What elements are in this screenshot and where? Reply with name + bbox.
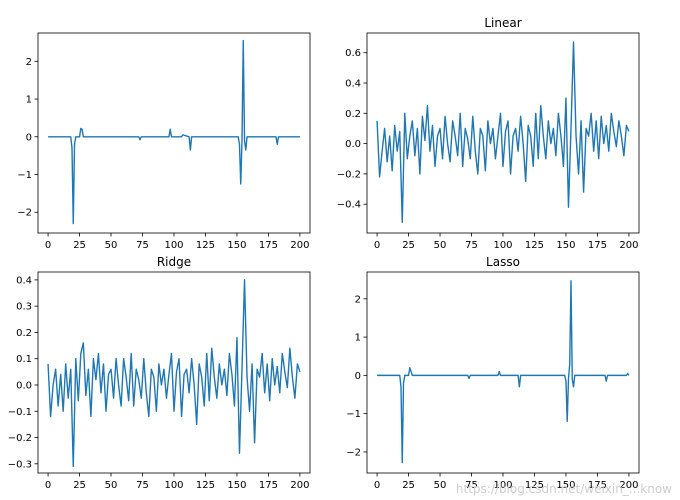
x-tick-label: 150 <box>556 240 575 251</box>
x-tick-label: 0 <box>45 240 51 251</box>
x-tick-label: 100 <box>164 240 183 251</box>
x-tick-label: 25 <box>402 240 415 251</box>
y-tick-label: −1 <box>17 170 32 181</box>
x-tick-label: 175 <box>259 240 278 251</box>
x-tick-label: 150 <box>227 240 246 251</box>
y-tick-label: 2 <box>26 57 32 68</box>
x-tick-label: 50 <box>434 240 447 251</box>
x-tick-label: 125 <box>525 480 544 491</box>
x-tick-label: 25 <box>402 480 415 491</box>
y-tick-label: 0.1 <box>16 354 32 365</box>
x-tick-label: 200 <box>619 480 638 491</box>
y-tick-label: 0 <box>26 132 32 143</box>
y-tick-label: 0.0 <box>345 139 361 150</box>
x-tick-label: 75 <box>465 240 478 251</box>
x-tick-label: 200 <box>290 240 309 251</box>
y-tick-label: 1 <box>26 95 32 106</box>
subplot-3: 0 25 50 75 100 125 150 175 200 −0.3 −0.2 −0.1 0.0 0.1… <box>8 255 311 491</box>
x-tick-label: 100 <box>493 480 512 491</box>
x-tick-label: 175 <box>259 480 278 491</box>
x-tick-label: 100 <box>164 480 183 491</box>
x-tick-label: 175 <box>588 480 607 491</box>
axes-frame <box>366 32 640 234</box>
y-tick-label: 0.2 <box>345 109 361 120</box>
subplot-4: 0 25 50 75 100 125 150 175 200 −2 −1 0 1 2 Lasso <box>346 255 640 491</box>
x-tick-label: 150 <box>556 480 575 491</box>
y-tick-label: 1 <box>355 333 361 344</box>
y-tick-label: 0.0 <box>16 380 32 391</box>
y-tick-label: −2 <box>17 208 32 219</box>
y-tick-label: −0.2 <box>337 169 361 180</box>
subplot-1: 0 25 50 75 100 125 150 175 200 −2 −1 0 1 2 <box>17 32 311 251</box>
x-tick-label: 0 <box>45 480 51 491</box>
x-tick-label: 175 <box>588 240 607 251</box>
axes-frame <box>37 271 311 474</box>
series-line <box>48 39 300 225</box>
y-tick-label: −0.1 <box>8 407 32 418</box>
chart-title: Lasso <box>486 255 520 269</box>
y-tick-label: −1 <box>346 409 361 420</box>
series-line <box>377 280 630 464</box>
chart-title: Linear <box>484 16 521 30</box>
y-tick-label: −0.4 <box>337 200 361 211</box>
y-tick-label: 2 <box>355 294 361 305</box>
x-tick-label: 0 <box>374 240 380 251</box>
y-tick-label: 0.6 <box>345 48 361 59</box>
subplot-2: 0 25 50 75 100 125 150 175 200 −0.4 −0.2 0.0 0.2 0.4 0… <box>337 16 640 251</box>
x-tick-label: 25 <box>73 240 86 251</box>
x-tick-label: 50 <box>105 240 118 251</box>
x-tick-label: 75 <box>136 240 149 251</box>
y-tick-label: 0 <box>355 371 361 382</box>
y-tick-label: −0.3 <box>8 459 32 470</box>
y-tick-label: −0.2 <box>8 433 32 444</box>
x-tick-label: 150 <box>227 480 246 491</box>
x-tick-label: 75 <box>465 480 478 491</box>
y-tick-label: 0.2 <box>16 328 32 339</box>
x-tick-label: 75 <box>136 480 149 491</box>
y-tick-label: 0.4 <box>16 275 32 286</box>
series-line <box>376 41 630 224</box>
x-tick-label: 100 <box>493 240 512 251</box>
x-tick-label: 200 <box>290 480 309 491</box>
x-tick-label: 25 <box>73 480 86 491</box>
y-tick-label: −2 <box>346 447 361 458</box>
x-tick-label: 0 <box>374 480 380 491</box>
y-tick-label: 0.4 <box>345 79 361 90</box>
x-tick-label: 50 <box>434 480 447 491</box>
axes-frame <box>37 32 311 234</box>
x-tick-label: 200 <box>619 240 638 251</box>
series-line <box>47 279 301 468</box>
watermark: https://blog.csdn.net/weixin_...know <box>455 482 672 496</box>
axes-frame <box>366 271 640 474</box>
x-tick-label: 125 <box>525 240 544 251</box>
x-tick-label: 50 <box>105 480 118 491</box>
x-tick-label: 125 <box>196 240 215 251</box>
y-tick-label: 0.3 <box>16 302 32 313</box>
x-tick-label: 125 <box>196 480 215 491</box>
chart-title: Ridge <box>157 255 191 269</box>
